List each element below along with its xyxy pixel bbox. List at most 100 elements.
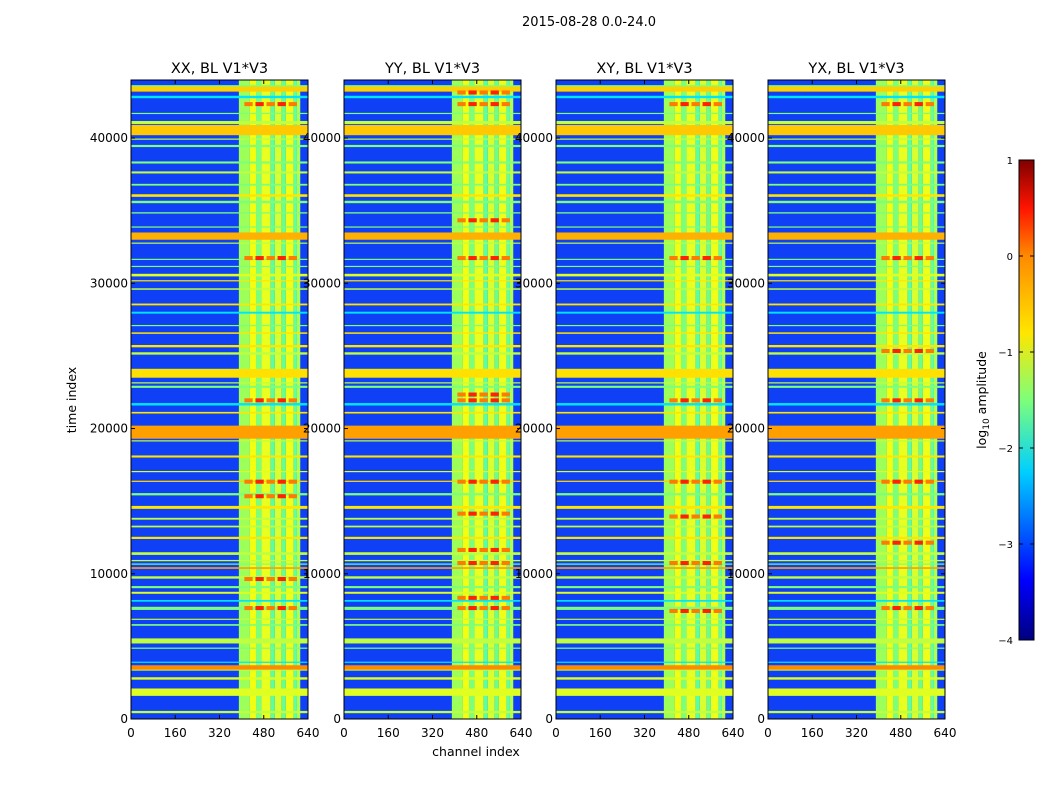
hot-cell [479,90,488,95]
time-stripe [344,226,521,228]
hot-cell [479,547,488,552]
hot-cell [669,608,678,613]
figure-suptitle: 2015-08-28 0.0-24.0 [522,15,656,30]
time-band [768,125,945,136]
hot-cell [903,102,912,107]
time-stripe [131,200,308,204]
time-stripe [768,591,945,594]
hot-cell [479,560,488,566]
hot-cell [490,560,499,566]
time-stripe [556,567,733,569]
time-stripe [344,112,521,115]
hot-cell [490,595,499,600]
hot-cell [702,514,711,519]
hot-cell [288,398,297,403]
hot-cell [914,479,923,484]
panel-2: XY, BL V1*V3 0 160 320 480 640 0 10000 20000 3000… [515,61,745,740]
x-tick-label: 640 [934,726,957,740]
hot-cell [680,398,689,403]
time-band [131,665,308,670]
time-stripe [556,242,733,244]
time-stripe [344,258,521,260]
hot-cell [288,606,297,611]
time-stripe [131,95,308,99]
time-stripe [131,710,308,714]
panel-3: YX, BL V1*V3 0 160 320 480 640 0 10000 20000 3000… [727,61,957,740]
time-stripe [556,382,733,384]
time-stripe [556,552,733,555]
time-stripe [344,440,521,442]
time-stripe [344,200,521,204]
hot-cell [702,256,711,261]
hot-cell [479,595,488,600]
time-stripe [344,344,521,348]
hot-cell [266,256,275,261]
hot-cell [288,494,297,499]
hot-cell [903,256,912,261]
time-stripe [768,183,945,186]
time-stripe [768,242,945,244]
time-stripe [768,161,945,164]
time-stripe [344,470,521,473]
hot-cell [457,560,466,566]
time-stripe [344,382,521,384]
hot-cell [244,479,253,484]
hot-cell [914,348,923,354]
hot-cell [914,606,923,611]
time-band [131,125,308,136]
time-stripe [556,273,733,277]
hot-cell [702,608,711,613]
time-stripe [131,559,308,562]
time-stripe [131,311,308,314]
time-stripe [768,677,945,680]
hot-cell [490,547,499,552]
time-stripe [768,525,945,528]
time-stripe [131,525,308,528]
time-stripe [131,586,308,589]
time-stripe [131,344,308,348]
time-stripe [556,324,733,327]
hot-cell [479,102,488,107]
colorbar-tick-label: 0 [1007,252,1013,263]
x-tick-label: 640 [722,726,745,740]
time-stripe [344,525,521,528]
time-stripe [556,95,733,99]
hot-cell [713,514,722,519]
x-tick-label: 320 [845,726,868,740]
time-stripe [344,288,521,290]
time-stripe [344,559,521,562]
x-tick-label: 320 [208,726,231,740]
time-stripe [768,618,945,620]
y-tick-label: 20000 [90,422,128,436]
hot-cell [457,256,466,261]
time-stripe [768,212,945,214]
hot-cell [468,218,477,223]
y-tick-label: 0 [333,712,341,726]
hot-cell [288,256,297,261]
time-stripe [556,517,733,520]
time-stripe [556,194,733,197]
hot-cell [892,398,901,403]
y-tick-label: 0 [757,712,765,726]
hot-cell [669,479,678,484]
hot-cell [288,479,297,484]
time-stripe [131,440,308,442]
colorbar-tick-label: −1 [998,348,1013,359]
time-stripe [768,194,945,197]
time-band [344,232,521,240]
y-tick-label: 30000 [303,276,341,290]
hot-cell [266,606,275,611]
hot-cell [457,547,466,552]
time-stripe [556,576,733,579]
hot-cell [914,102,923,107]
hot-cell [892,348,901,354]
hot-cell [713,479,722,484]
hot-cell [255,606,264,611]
hot-cell [288,576,297,582]
hot-cell [255,398,264,403]
time-band [768,425,945,439]
time-band [556,665,733,670]
time-band [768,665,945,670]
hot-cell [713,560,722,566]
time-stripe [556,606,733,610]
